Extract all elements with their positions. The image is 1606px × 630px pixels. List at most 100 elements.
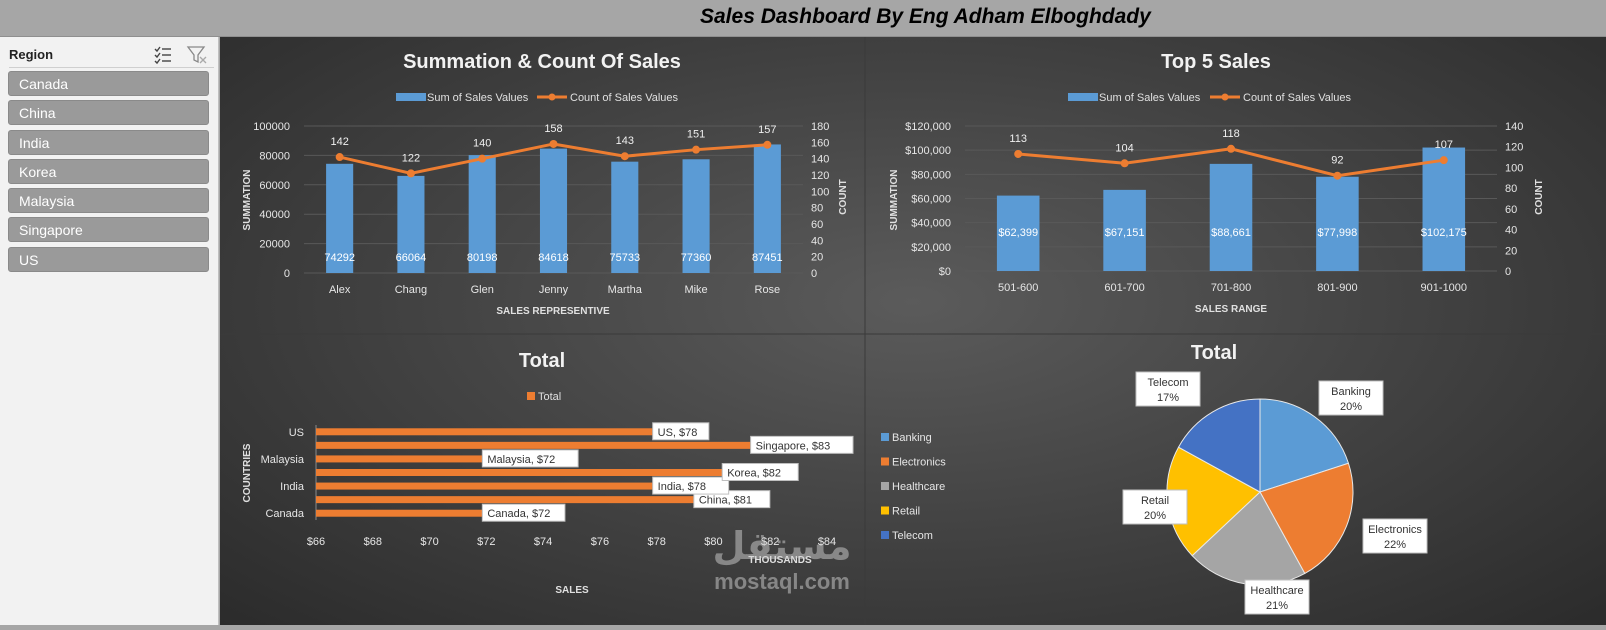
c4-slice-percent: 21% [1266,600,1288,612]
c1-bar [397,175,425,273]
slicer-item-malaysia[interactable]: Malaysia [8,188,209,214]
chart3-unit-label: THOUSANDS [748,555,812,566]
c1-line-label: 142 [330,136,348,148]
slicer-item-us[interactable]: US [8,246,209,272]
chart2-legend-bar: Sum of Sales Values [1099,92,1201,104]
c1-y-tick: 100000 [253,121,290,133]
c3-bar [316,455,487,463]
c1-y-tick: 0 [284,268,290,280]
c1-y2-tick: 40 [811,235,823,247]
c4-slice-callout [1244,579,1310,615]
c3-data-callout [652,476,730,495]
c1-x-tick: Mike [684,284,707,296]
c2-y2-tick: 20 [1505,245,1517,257]
c2-x-tick: 801-900 [1317,282,1357,294]
c3-data-callout [481,449,579,468]
slicer-item-china[interactable]: China [8,100,209,126]
multi-select-icon[interactable] [153,45,173,70]
c3-data-callout [750,435,854,454]
c3-data-label: US, $78 [658,427,698,439]
top5-sales-chart: Top 5 Sales Sum of Sales Values Count of… [889,51,1545,315]
c4-slice-category: Healthcare [1250,585,1303,597]
c1-bar-label: 75733 [609,252,640,264]
c3-x-tick: $70 [420,536,438,548]
c1-y-tick: 80000 [259,150,290,162]
chart2-y2-axis-title: COUNT [1534,179,1545,215]
slicer-item-singapore[interactable]: Singapore [8,217,209,243]
c2-y-tick: $80,000 [911,169,951,181]
c3-data-label: Korea, $82 [727,468,781,480]
c2-y2-tick: 120 [1505,142,1523,154]
c2-y-tick: $100,000 [905,145,951,157]
c2-line-label: 107 [1435,139,1453,151]
slicer-item-canada[interactable]: Canada [8,71,209,96]
c1-line-label: 143 [616,135,634,147]
chart2-legend-line: Count of Sales Values [1243,92,1352,104]
c1-x-tick: Alex [329,284,351,296]
c2-y2-tick: 0 [1505,266,1511,278]
slicer-item-india[interactable]: India [8,129,209,155]
c3-data-label: India, $78 [658,481,706,493]
c4-legend-item: Retail [892,506,920,518]
slicer-item-korea[interactable]: Korea [8,158,209,184]
c1-line-marker [763,140,772,149]
c1-line-marker [549,139,558,148]
chart1-legend-bar-swatch [396,93,426,101]
chart1-legend-bar: Sum of Sales Values [427,92,529,104]
slicer-title: Region [9,47,54,62]
c1-y2-tick: 180 [811,121,829,133]
c1-y-tick: 20000 [259,239,290,251]
c4-legend-swatch [881,433,889,441]
summation-count-chart: Summation & Count Of Sales Sum of Sales … [242,51,849,317]
c1-line-label: 151 [687,129,705,141]
c2-x-tick: 501-600 [998,282,1038,294]
c3-data-callout [652,422,710,441]
c4-slice-category: Retail [1141,495,1169,507]
c1-x-tick: Chang [395,284,427,296]
c1-bar [539,148,568,273]
c2-bar [1209,163,1253,271]
chart3-y-axis-title: COUNTRIES [242,443,253,502]
c1-y2-tick: 160 [811,137,829,149]
c2-bar [1316,176,1359,271]
c3-x-tick: $80 [704,536,722,548]
chart2-x-axis-title: SALES RANGE [1195,304,1268,315]
c1-line-label: 140 [473,138,491,150]
c2-y2-tick: 100 [1505,162,1523,174]
c2-x-tick: 601-700 [1104,282,1144,294]
c2-line-label: 92 [1331,155,1343,167]
c3-y-tick: India [280,481,305,493]
c1-y2-tick: 120 [811,170,829,182]
c3-data-label: Singapore, $83 [756,440,831,452]
c1-bar [753,144,781,273]
c3-data-callout [721,463,799,481]
chart3-legend: Total [538,391,561,403]
c2-bar-label: $102,175 [1421,227,1467,239]
c3-x-tick: $76 [591,536,609,548]
c3-y-tick: US [289,427,304,439]
c1-y2-tick: 80 [811,203,823,215]
chart4-title: Total [1191,342,1237,364]
c1-bar [468,155,496,273]
c1-bar-label: 77360 [681,252,712,264]
c4-slice-callout [1318,380,1384,416]
c1-bar-label: 87451 [752,252,783,264]
c2-y-tick: $120,000 [905,121,951,133]
c2-line-label: 113 [1009,133,1027,145]
c2-line-label: 104 [1115,142,1133,154]
dashboard-title: Sales Dashboard By Eng Adham Elboghdady [700,5,1151,28]
c4-slice-callout [1122,489,1188,525]
c4-slice-category: Banking [1331,386,1371,398]
c2-line-marker [1120,159,1129,168]
c1-bar-label: 84618 [538,252,569,264]
c4-legend-swatch [881,531,889,539]
c2-bar [1422,147,1466,271]
c2-line-marker [1014,149,1023,158]
c2-y-tick: $20,000 [911,242,951,254]
clear-filter-icon[interactable] [186,45,208,70]
c1-x-tick: Jenny [539,284,569,296]
c4-pie-slice [1177,398,1261,493]
c3-x-tick: $72 [477,536,495,548]
c3-bar [316,441,799,449]
c4-legend-item: Banking [892,432,932,444]
